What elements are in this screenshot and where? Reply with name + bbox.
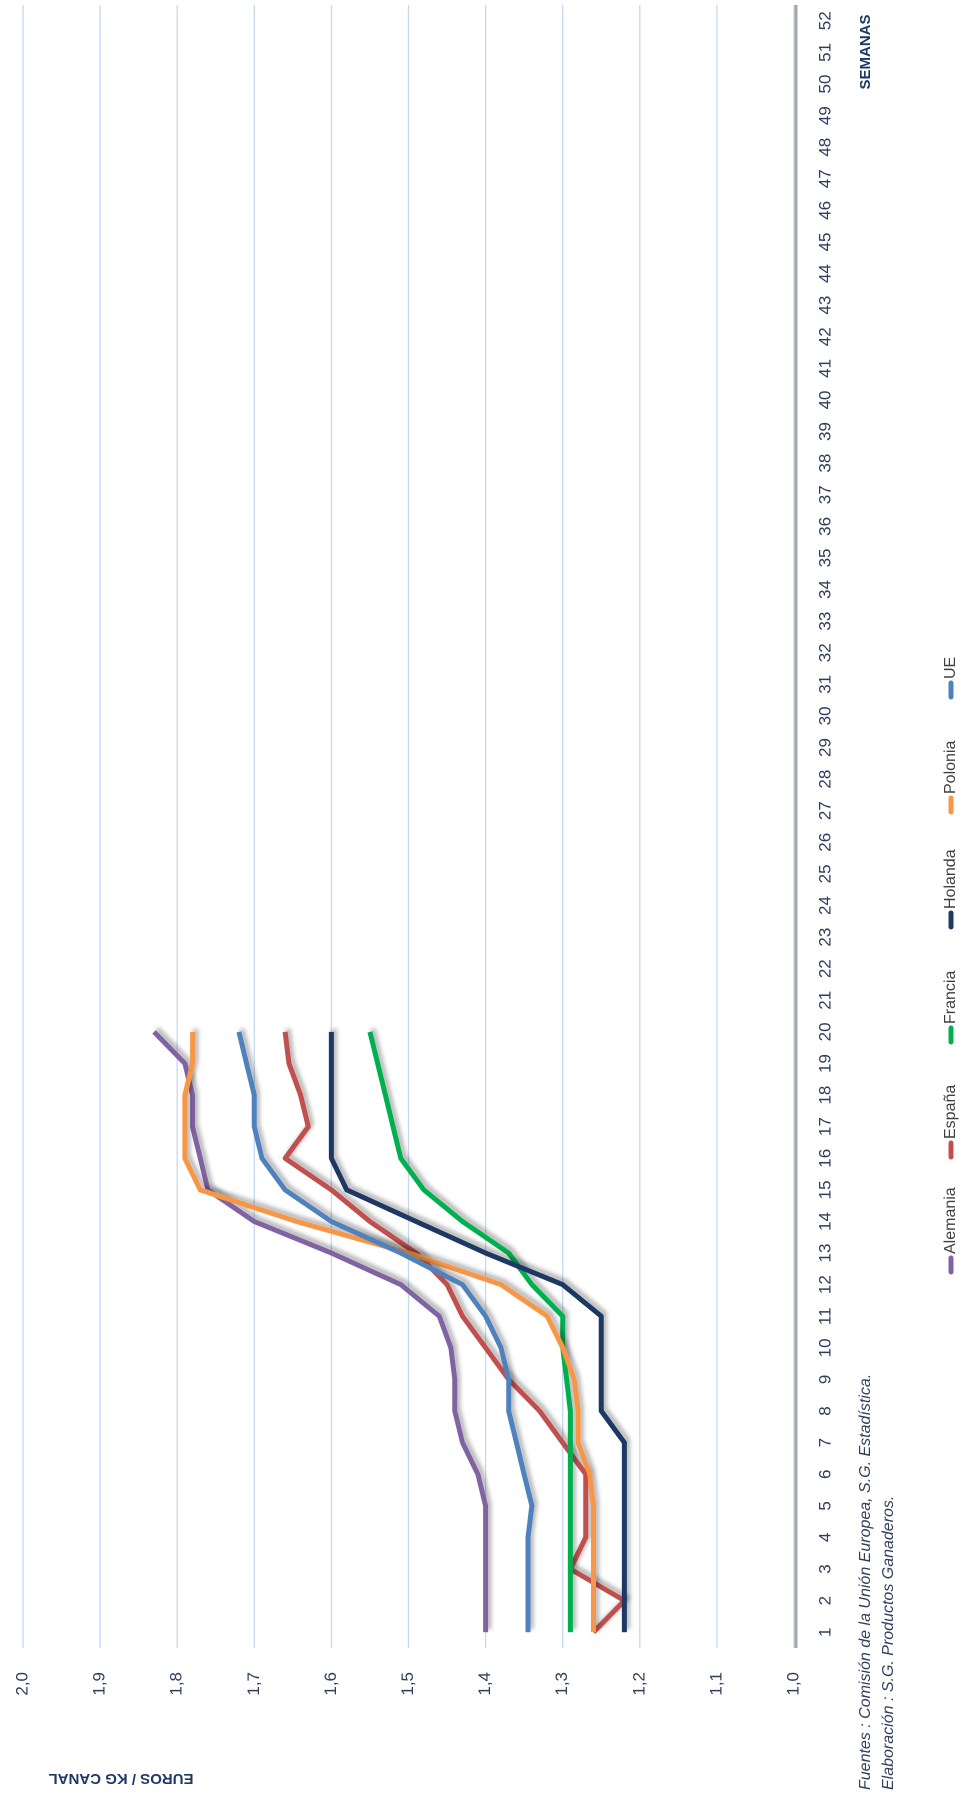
x-tick-label: 33 (815, 612, 834, 631)
legend-label: Polonia (942, 741, 959, 794)
x-tick-label: 44 (815, 264, 834, 283)
legend-label: Alemania (942, 1187, 959, 1254)
x-tick-label: 8 (815, 1406, 834, 1415)
x-tick-label: 52 (815, 11, 834, 30)
x-tick-label: 43 (815, 296, 834, 315)
x-tick-label: 14 (815, 1212, 834, 1231)
x-tick-label: 17 (815, 1117, 834, 1136)
x-tick-label: 22 (815, 959, 834, 978)
y-tick-label: 1,0 (783, 1672, 802, 1696)
x-tick-label: 23 (815, 928, 834, 947)
y-tick-label: 1,5 (398, 1672, 417, 1696)
x-tick-label: 19 (815, 1054, 834, 1073)
y-tick-label: 1,8 (167, 1672, 186, 1696)
series-line (236, 1031, 535, 1633)
series-line (182, 1031, 596, 1633)
x-axis-title: SEMANAS (857, 14, 874, 89)
y-tick-label: 1,3 (552, 1672, 571, 1696)
x-tick-label: 38 (815, 454, 834, 473)
x-tick-label: 37 (815, 485, 834, 504)
x-tick-label: 50 (815, 75, 834, 94)
x-tick-label: 45 (815, 233, 834, 252)
x-tick-label: 9 (815, 1375, 834, 1384)
x-tick-label: 2 (815, 1596, 834, 1605)
x-tick-label: 7 (815, 1438, 834, 1447)
y-tick-label: 1,7 (244, 1672, 263, 1696)
x-tick-label: 1 (815, 1627, 834, 1636)
series-line (328, 1031, 627, 1633)
x-tick-label: 21 (815, 991, 834, 1010)
x-tick-label: 28 (815, 770, 834, 789)
x-tick-label: 24 (815, 896, 834, 915)
y-tick-label: 1,6 (321, 1672, 340, 1696)
y-tick-label: 1,2 (629, 1672, 648, 1696)
x-tick-label: 32 (815, 643, 834, 662)
x-tick-label: 10 (815, 1338, 834, 1357)
x-tick-label: 40 (815, 390, 834, 409)
x-tick-label: 11 (815, 1307, 834, 1325)
x-tick-label: 42 (815, 327, 834, 346)
x-tick-label: 12 (815, 1275, 834, 1294)
y-tick-label: 1,4 (475, 1672, 494, 1696)
x-tick-label: 6 (815, 1469, 834, 1478)
x-tick-label: 16 (815, 1149, 834, 1168)
y-tick-label: 1,1 (706, 1672, 725, 1696)
x-tick-label: 46 (815, 201, 834, 220)
series-line (282, 1031, 627, 1634)
x-tick-label: 51 (815, 43, 834, 62)
x-tick-label: 3 (815, 1564, 834, 1573)
x-tick-label: 49 (815, 106, 834, 125)
x-tick-label: 31 (815, 675, 834, 694)
x-tick-label: 47 (815, 169, 834, 188)
x-tick-label: 5 (815, 1501, 834, 1510)
legend-label: Francia (942, 971, 959, 1024)
x-tick-label: 36 (815, 517, 834, 536)
source-note: Elaboración : S.G. Productos Ganaderos. (880, 1496, 897, 1790)
x-tick-label: 13 (815, 1244, 834, 1263)
series-line (367, 1031, 573, 1633)
legend-label: UE (942, 657, 959, 679)
series-line (152, 1030, 489, 1633)
x-tick-label: 4 (815, 1533, 834, 1542)
x-tick-label: 20 (815, 1022, 834, 1041)
x-tick-label: 29 (815, 738, 834, 757)
legend-label: España (942, 1085, 959, 1139)
x-tick-label: 27 (815, 801, 834, 820)
x-tick-label: 25 (815, 864, 834, 883)
x-tick-label: 18 (815, 1086, 834, 1105)
rotated-chart: EUROS / KG CANAL SEMANAS Fuentes : Comis… (12, 5, 959, 1790)
x-tick-label: 48 (815, 138, 834, 157)
y-tick-label: 2,0 (12, 1672, 31, 1696)
legend-label: Holanda (942, 849, 959, 909)
x-tick-label: 30 (815, 706, 834, 725)
x-tick-label: 15 (815, 1180, 834, 1199)
x-tick-label: 41 (815, 359, 834, 378)
y-axis-title: EUROS / KG CANAL (48, 1770, 193, 1787)
source-note: Fuentes : Comisión de la Unión Europea, … (857, 1374, 874, 1790)
x-tick-label: 26 (815, 833, 834, 852)
x-tick-label: 34 (815, 580, 834, 599)
y-tick-label: 1,9 (90, 1672, 109, 1696)
x-tick-label: 35 (815, 548, 834, 567)
x-tick-label: 39 (815, 422, 834, 441)
